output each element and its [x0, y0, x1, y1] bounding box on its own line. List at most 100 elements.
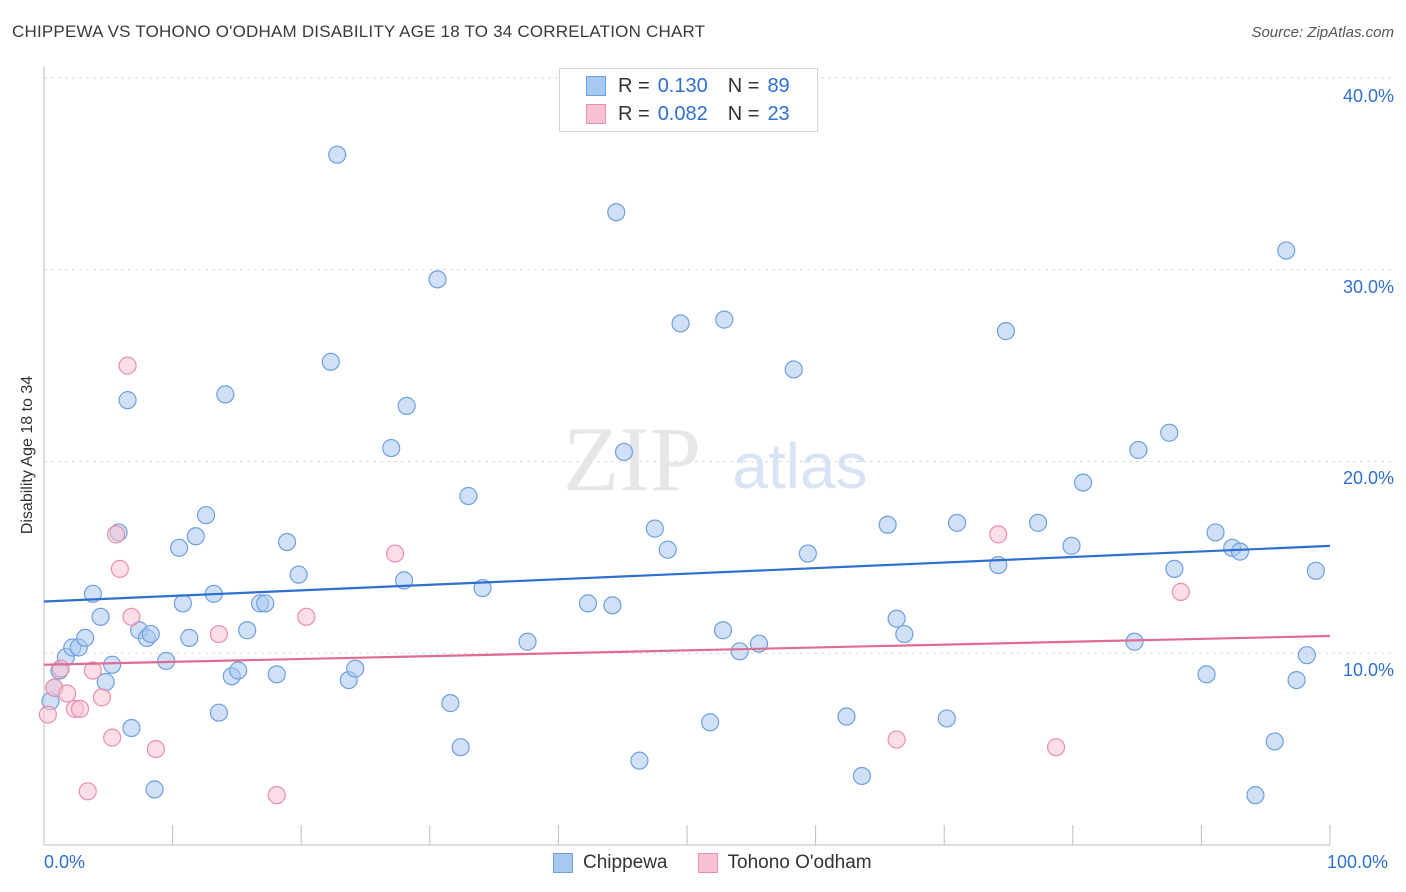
- tohono-point: [122, 607, 141, 626]
- chippewa-point: [229, 661, 248, 680]
- tohono-point: [989, 525, 1008, 544]
- n-label: N =: [727, 102, 760, 125]
- chippewa-point: [947, 513, 967, 532]
- tohono-point: [83, 661, 102, 680]
- chippewa-point: [382, 438, 401, 458]
- legend-label-chippewa: Chippewa: [583, 852, 668, 873]
- y-axis-label: Disability Age 18 to 34: [19, 375, 36, 535]
- x-tick-label-max: 100.0%: [1327, 852, 1389, 872]
- chippewa-point: [713, 621, 733, 640]
- grid-lines: [44, 77, 1392, 654]
- chippewa-point: [603, 596, 622, 615]
- chippewa-point: [1230, 542, 1250, 561]
- chippewa-point: [145, 780, 164, 799]
- chippewa-point: [76, 628, 95, 648]
- legend-row-chippewa: R = 0.130 N = 89: [586, 74, 790, 98]
- source-label: Source: ZipAtlas.com: [1251, 24, 1394, 41]
- n-label: N =: [727, 74, 760, 97]
- tohono-point: [146, 740, 165, 759]
- legend-swatch-tohono: [697, 853, 718, 873]
- r-label: R =: [618, 102, 650, 125]
- chippewa-point: [1246, 786, 1265, 805]
- legend-item-chippewa: Chippewa: [553, 852, 668, 874]
- chippewa-point: [937, 709, 956, 728]
- chippewa-point: [451, 738, 470, 757]
- chippewa-point: [784, 360, 803, 379]
- n-value: 23: [767, 102, 790, 125]
- chippewa-point: [895, 624, 914, 644]
- chippewa-point: [173, 594, 192, 613]
- y-tick-label-40: 40.0%: [1342, 86, 1394, 106]
- tohono-point: [1046, 738, 1066, 757]
- legend-label-tohono: Tohono O'odham: [727, 852, 872, 873]
- chippewa-point: [328, 145, 347, 164]
- chippewa-point: [852, 766, 871, 786]
- chippewa-point: [1028, 513, 1048, 532]
- chippewa-point: [196, 506, 216, 525]
- chippewa-point: [1160, 423, 1179, 442]
- chippewa-point: [321, 352, 340, 371]
- chippewa-point: [122, 718, 141, 738]
- legend-swatch-tohono: [586, 104, 606, 124]
- tohono-point: [297, 607, 316, 626]
- r-value: 0.130: [657, 74, 708, 97]
- chippewa-point: [1073, 473, 1093, 492]
- x-tick-label-min: 0.0%: [44, 852, 86, 872]
- chippewa-point: [289, 565, 308, 584]
- chippewa-point: [1125, 632, 1144, 651]
- chippewa-point: [1062, 536, 1081, 555]
- chippewa-point: [91, 607, 110, 626]
- legend-swatch-chippewa: [586, 76, 606, 96]
- chippewa-point: [1265, 732, 1284, 751]
- chippewa-point: [1297, 646, 1316, 665]
- chippewa-point: [83, 584, 102, 603]
- tohono-point: [385, 544, 405, 563]
- chippewa-point: [216, 385, 235, 404]
- chippewa-point: [256, 594, 275, 613]
- chippewa-point: [887, 609, 906, 628]
- trend-lines: [43, 544, 1331, 666]
- tohono-point: [78, 782, 97, 801]
- chippewa-point: [180, 628, 199, 648]
- chippewa-point: [441, 694, 460, 713]
- watermark: ZIP atlas: [563, 408, 868, 510]
- tohono-point: [1171, 582, 1190, 601]
- tohono-point: [118, 356, 137, 375]
- chippewa-point: [103, 655, 122, 674]
- chippewa-point: [397, 396, 416, 415]
- r-value: 0.082: [657, 102, 708, 125]
- tohono-point: [58, 684, 77, 703]
- legend-item-tohono: Tohono O'odham: [697, 852, 872, 874]
- r-label: R =: [618, 74, 650, 97]
- chippewa-point: [141, 624, 160, 644]
- tohono-point: [38, 705, 57, 724]
- chippewa-point: [459, 486, 478, 506]
- tohono-trend-line: [43, 634, 1331, 666]
- tohono-point: [209, 624, 228, 644]
- chippewa-point: [671, 314, 690, 333]
- watermark-atlas: atlas: [732, 430, 867, 502]
- chippewa-point: [658, 540, 677, 559]
- tohono-point: [70, 699, 90, 718]
- chippewa-point: [1197, 665, 1216, 684]
- chippewa-point: [238, 621, 257, 640]
- chart-title: CHIPPEWA VS TOHONO O'ODHAM DISABILITY AG…: [12, 22, 706, 41]
- legend-swatch-chippewa: [553, 853, 573, 873]
- chippewa-point: [277, 532, 297, 552]
- y-tick-label-20: 20.0%: [1342, 468, 1394, 488]
- chippewa-point: [630, 751, 649, 770]
- chippewa-point: [798, 544, 817, 563]
- chippewa-point: [1277, 241, 1296, 260]
- chippewa-point: [730, 642, 749, 661]
- chippewa-point: [1306, 561, 1325, 580]
- chippewa-trend-line: [43, 544, 1331, 603]
- tohono-point: [110, 559, 129, 578]
- chippewa-point: [169, 538, 189, 557]
- tohono-point: [51, 659, 70, 678]
- chippewa-point: [607, 203, 626, 222]
- chippewa-point: [1287, 670, 1306, 690]
- chippewa-point: [473, 578, 492, 598]
- chippewa-point: [1165, 559, 1184, 578]
- chippewa-point: [518, 632, 537, 651]
- watermark-zip: ZIP: [563, 408, 701, 510]
